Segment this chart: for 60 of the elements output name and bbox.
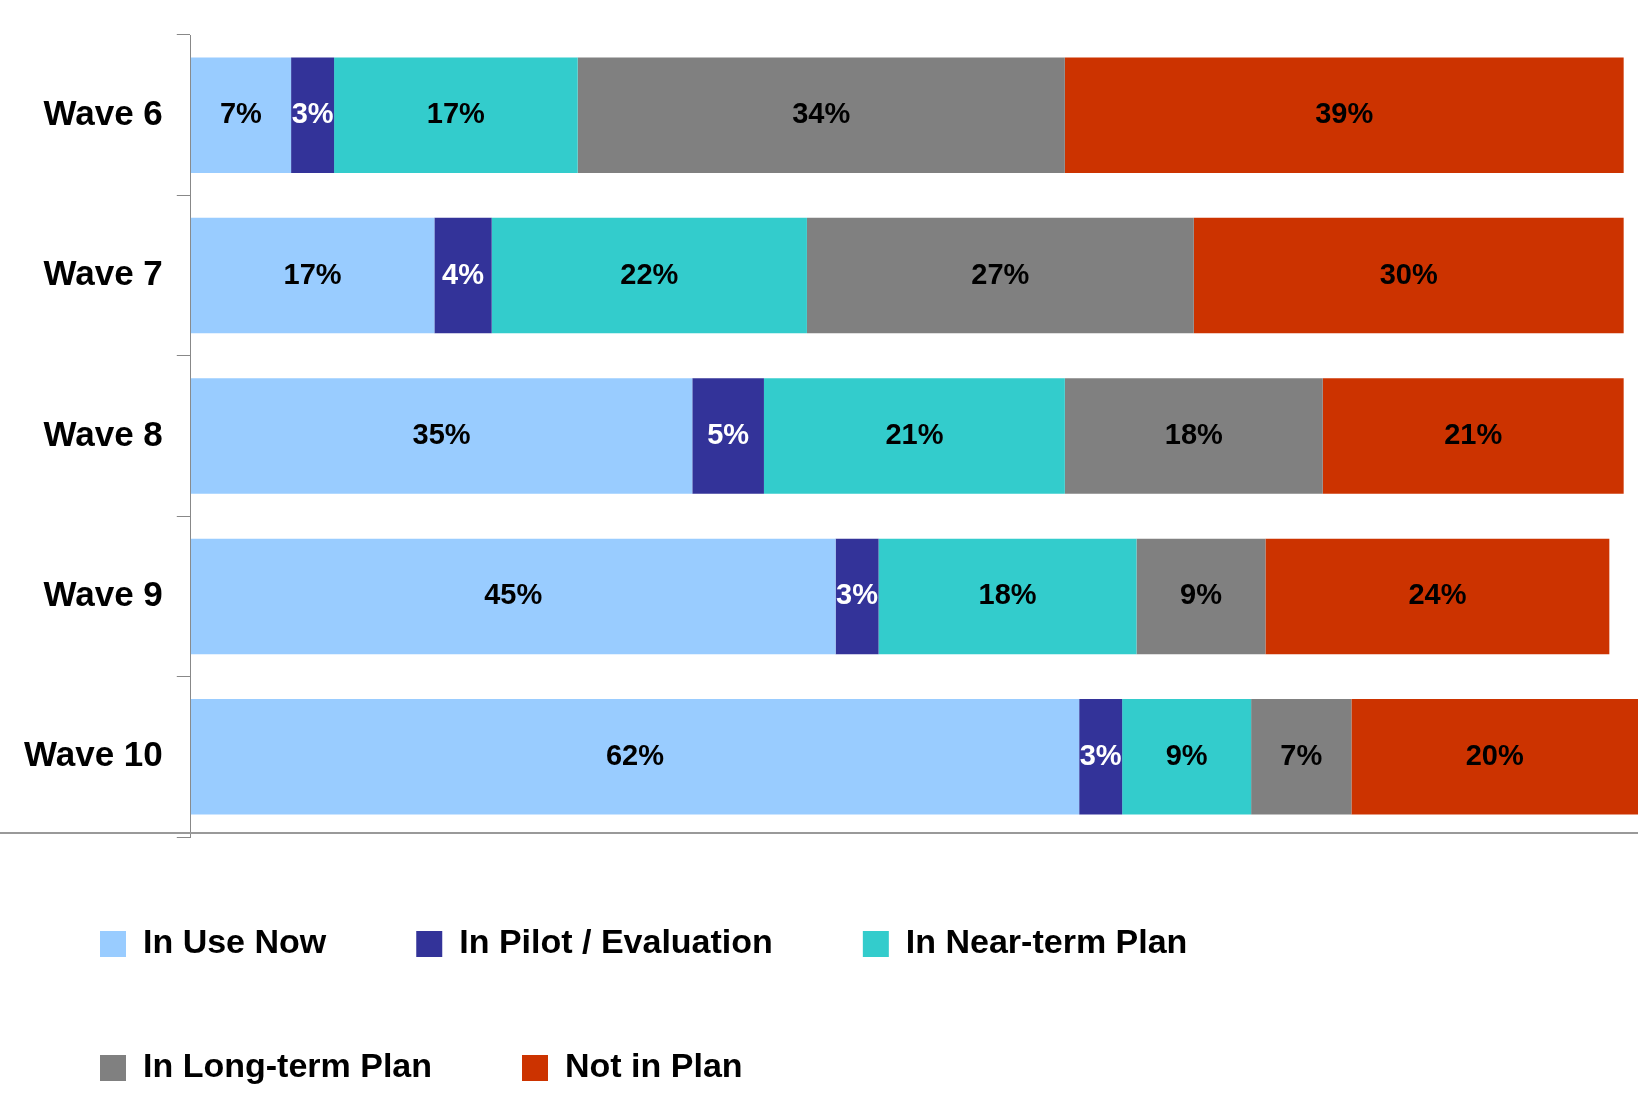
- data-label: 18%: [1164, 418, 1224, 450]
- data-label: 39%: [1315, 97, 1374, 130]
- data-label: 20%: [1465, 738, 1524, 771]
- y-tick-label: Wave 8: [43, 413, 163, 453]
- data-label: 17%: [283, 257, 342, 290]
- bar: [1193, 217, 1624, 334]
- bar: [1351, 699, 1638, 815]
- data-label: 35%: [412, 418, 471, 450]
- bar: [1079, 699, 1123, 815]
- data-label: 24%: [1408, 578, 1467, 611]
- data-label: 7%: [219, 97, 263, 130]
- data-label: 3%: [291, 97, 334, 130]
- bar: [692, 378, 764, 494]
- bar: [434, 217, 492, 334]
- bar: [806, 217, 1194, 334]
- data-label: 30%: [1379, 257, 1438, 290]
- bar: [190, 57, 292, 173]
- bar: [763, 378, 1065, 494]
- bar: [1064, 378, 1323, 494]
- bar: [1136, 538, 1266, 655]
- legend-label: In Pilot / Evaluation: [459, 922, 773, 961]
- data-label: 3%: [1079, 738, 1122, 771]
- bar: [1265, 538, 1610, 655]
- data-label: 9%: [1165, 738, 1208, 771]
- bar: [291, 57, 335, 173]
- data-label: 27%: [971, 257, 1030, 290]
- bar: [1322, 378, 1624, 494]
- bar: [577, 57, 1065, 173]
- y-tick-label: Wave 7: [43, 253, 163, 293]
- data-label: 62%: [605, 738, 665, 771]
- data-label: 7%: [1280, 738, 1323, 771]
- bar: [190, 217, 435, 334]
- data-label: 17%: [426, 97, 486, 130]
- bar: [1251, 699, 1352, 815]
- bar: [1064, 57, 1624, 173]
- y-tick-label: Wave 9: [43, 574, 163, 614]
- data-label: 3%: [836, 578, 879, 611]
- legend-label: In Use Now: [143, 922, 327, 961]
- data-label: 4%: [442, 257, 485, 290]
- data-label: 34%: [792, 97, 851, 130]
- y-tick-label: Wave 6: [43, 92, 163, 132]
- data-label: 21%: [1444, 418, 1503, 450]
- bar: [190, 699, 1080, 815]
- data-label: 9%: [1180, 578, 1223, 611]
- data-label: 5%: [707, 418, 750, 450]
- bar: [334, 57, 578, 173]
- bar: [878, 538, 1137, 655]
- legend-label: In Long-term Plan: [143, 1046, 432, 1085]
- bar: [1122, 699, 1252, 815]
- y-tick-label: Wave 10: [23, 734, 163, 774]
- data-label: 18%: [978, 578, 1037, 611]
- bar: [835, 538, 879, 655]
- legend-label: Not in Plan: [565, 1046, 743, 1085]
- bar: [491, 217, 807, 334]
- bar: [190, 378, 693, 494]
- legend-label: In Near-term Plan: [905, 922, 1188, 961]
- bar: [190, 538, 836, 655]
- data-label: 21%: [885, 418, 944, 450]
- data-label: 45%: [484, 578, 543, 611]
- data-label: 22%: [620, 257, 679, 290]
